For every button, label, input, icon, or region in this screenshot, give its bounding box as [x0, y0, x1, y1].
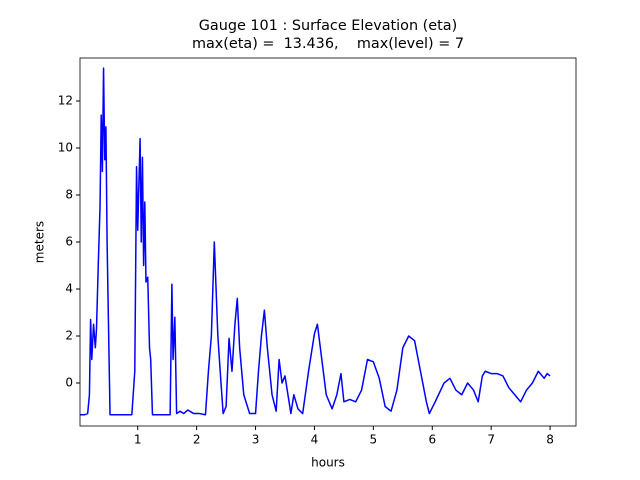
y-tick-label: 2 — [65, 328, 73, 342]
y-tick-label: 4 — [65, 281, 73, 295]
chart-subtitle: max(eta) = 13.436, max(level) = 7 — [192, 36, 464, 52]
x-tick-label: 4 — [311, 433, 319, 447]
x-tick-label: 7 — [487, 433, 495, 447]
x-tick-label: 1 — [134, 433, 142, 447]
x-tick-label: 6 — [428, 433, 436, 447]
data-line — [80, 67, 551, 416]
x-tick-label: 3 — [252, 433, 260, 447]
x-tick-label: 5 — [370, 433, 378, 447]
y-axis-label: meters — [33, 221, 47, 263]
y-tick-label: 6 — [65, 235, 73, 249]
y-tick-label: 10 — [58, 141, 73, 155]
chart-title: Gauge 101 : Surface Elevation (eta) — [199, 18, 457, 34]
x-axis-label: hours — [311, 456, 345, 470]
y-tick-label: 12 — [58, 94, 73, 108]
y-tick-label: 8 — [65, 188, 73, 202]
y-tick-label: 0 — [65, 375, 73, 389]
x-tick-label: 2 — [193, 433, 201, 447]
x-tick-label: 8 — [546, 433, 554, 447]
plot-frame — [79, 57, 577, 427]
